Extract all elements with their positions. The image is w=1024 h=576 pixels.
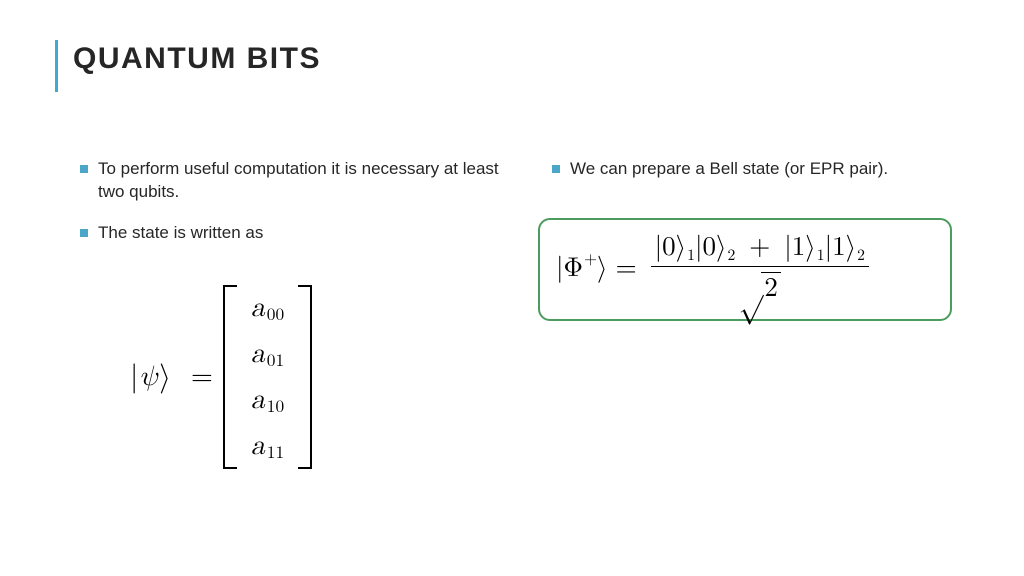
fraction-denominator: √ 2 bbox=[735, 267, 785, 307]
ket-rangle: ⟩ bbox=[159, 359, 171, 395]
matrix-entry-base: a bbox=[251, 383, 265, 417]
slide-title: QUANTUM BITS bbox=[73, 42, 321, 76]
column-vector: a 00 a 01 a 10 a 11 bbox=[223, 285, 312, 469]
matrix-column: a 00 a 01 a 10 a 11 bbox=[237, 285, 298, 469]
ket-superscript: + bbox=[584, 251, 597, 270]
matrix-entry-sub: 10 bbox=[267, 398, 284, 418]
equals-sign: = bbox=[616, 253, 637, 285]
ket-term: |0⟩1 bbox=[655, 232, 695, 264]
bell-lhs: | Φ + ⟩ = bbox=[556, 253, 645, 285]
bell-state-equation-box: | Φ + ⟩ = |0⟩1|0⟩2 + |1⟩1|1⟩2 √ 2 bbox=[538, 218, 952, 321]
radical-icon: √ bbox=[739, 269, 764, 305]
bullet-text: The state is written as bbox=[98, 222, 512, 245]
fraction: |0⟩1|0⟩2 + |1⟩1|1⟩2 √ 2 bbox=[651, 230, 869, 307]
matrix-entry-sub: 00 bbox=[267, 306, 284, 326]
left-column: To perform useful computation it is nece… bbox=[80, 158, 512, 263]
slide-title-block: QUANTUM BITS bbox=[55, 42, 321, 76]
square-root: √ 2 bbox=[739, 269, 781, 305]
bullet-text: We can prepare a Bell state (or EPR pair… bbox=[570, 158, 984, 181]
matrix-entry: a 11 bbox=[251, 429, 284, 463]
fraction-numerator: |0⟩1|0⟩2 + |1⟩1|1⟩2 bbox=[651, 230, 869, 266]
plus-sign: + bbox=[749, 234, 770, 261]
matrix-entry: a 10 bbox=[251, 383, 284, 417]
bracket-left-icon bbox=[223, 285, 237, 469]
ket-rangle: ⟩ bbox=[597, 253, 608, 285]
bullet-marker-icon bbox=[80, 165, 88, 173]
matrix-entry: a 00 bbox=[251, 291, 284, 325]
bracket-right-icon bbox=[298, 285, 312, 469]
matrix-entry-base: a bbox=[251, 291, 265, 325]
psi-matrix-equation: | ψ ⟩ = a 00 a 01 a 10 a 11 bbox=[130, 285, 312, 469]
matrix-entry-base: a bbox=[251, 337, 265, 371]
matrix-entry-sub: 01 bbox=[267, 352, 284, 372]
bullet-marker-icon bbox=[552, 165, 560, 173]
bullet-item: We can prepare a Bell state (or EPR pair… bbox=[552, 158, 984, 181]
ket-pipe: | bbox=[556, 253, 564, 285]
ket-term: |1⟩2 bbox=[825, 232, 865, 264]
matrix-entry-sub: 11 bbox=[267, 444, 284, 464]
ket-term: |0⟩2 bbox=[695, 232, 735, 264]
ket-term: |1⟩1 bbox=[784, 232, 824, 264]
bullet-text: To perform useful computation it is nece… bbox=[98, 158, 512, 204]
equals-sign: = bbox=[191, 360, 213, 394]
radicand: 2 bbox=[761, 272, 781, 305]
matrix-entry-base: a bbox=[251, 429, 265, 463]
matrix-entry: a 01 bbox=[251, 337, 284, 371]
ket-symbol-phi: Φ bbox=[564, 253, 584, 285]
ket-pipe: | bbox=[130, 359, 138, 395]
bullet-marker-icon bbox=[80, 229, 88, 237]
bullet-item: The state is written as bbox=[80, 222, 512, 245]
bullet-item: To perform useful computation it is nece… bbox=[80, 158, 512, 204]
ket-symbol-psi: ψ bbox=[139, 360, 157, 394]
